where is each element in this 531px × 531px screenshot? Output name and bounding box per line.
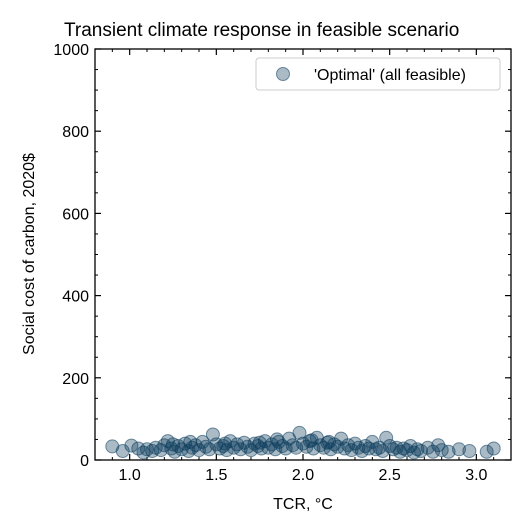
- data-point: [306, 441, 321, 456]
- data-point: [202, 442, 217, 457]
- data-point: [365, 434, 380, 449]
- data-point: [257, 434, 272, 449]
- y-tick-label: 0: [80, 453, 89, 470]
- plot-frame: [94, 48, 512, 461]
- legend-box: [255, 57, 501, 91]
- data-point: [452, 442, 466, 457]
- data-point: [375, 444, 390, 458]
- data-points: [105, 425, 501, 460]
- data-point: [252, 435, 267, 450]
- data-point: [166, 437, 180, 452]
- data-point: [322, 434, 336, 449]
- data-point: [218, 436, 232, 451]
- data-point: [413, 444, 428, 458]
- x-axis-label: TCR, °C: [273, 496, 333, 513]
- data-point: [270, 432, 284, 447]
- data-point: [124, 438, 139, 453]
- y-tick-label: 200: [62, 371, 89, 388]
- x-tick-label: 2.0: [292, 467, 314, 484]
- data-point: [462, 444, 477, 458]
- data-point: [192, 443, 206, 458]
- x-axis-ticks: 1.0 1.5 2.0 2.5 3.0: [111, 49, 495, 484]
- data-point: [379, 430, 394, 445]
- data-point: [292, 425, 307, 440]
- data-point: [289, 440, 304, 455]
- data-point: [115, 444, 130, 458]
- x-tick-label: 2.5: [379, 467, 401, 484]
- x-tick-label: 1.5: [205, 467, 227, 484]
- y-tick-label: 800: [62, 124, 89, 141]
- x-tick-label: 3.0: [465, 467, 487, 484]
- y-tick-label: 600: [62, 206, 89, 223]
- legend-marker: [276, 67, 290, 81]
- y-axis-label: Social cost of carbon, 2020$: [21, 153, 38, 355]
- data-point: [486, 441, 501, 456]
- data-point: [441, 444, 456, 459]
- data-point: [178, 436, 193, 451]
- data-point: [304, 433, 319, 448]
- x-tick-label: 1.0: [119, 467, 141, 484]
- chart-title: Transient climate response in feasible s…: [64, 20, 459, 41]
- data-point: [183, 434, 198, 449]
- legend: 'Optimal' (all feasible): [255, 57, 501, 91]
- legend-label: 'Optimal' (all feasible): [314, 67, 466, 84]
- data-point: [140, 442, 154, 457]
- y-axis-ticks: 0 200 400 600 800 1000: [53, 42, 511, 470]
- y-tick-label: 1000: [53, 42, 89, 59]
- data-point: [479, 444, 494, 459]
- y-tick-label: 400: [62, 289, 89, 306]
